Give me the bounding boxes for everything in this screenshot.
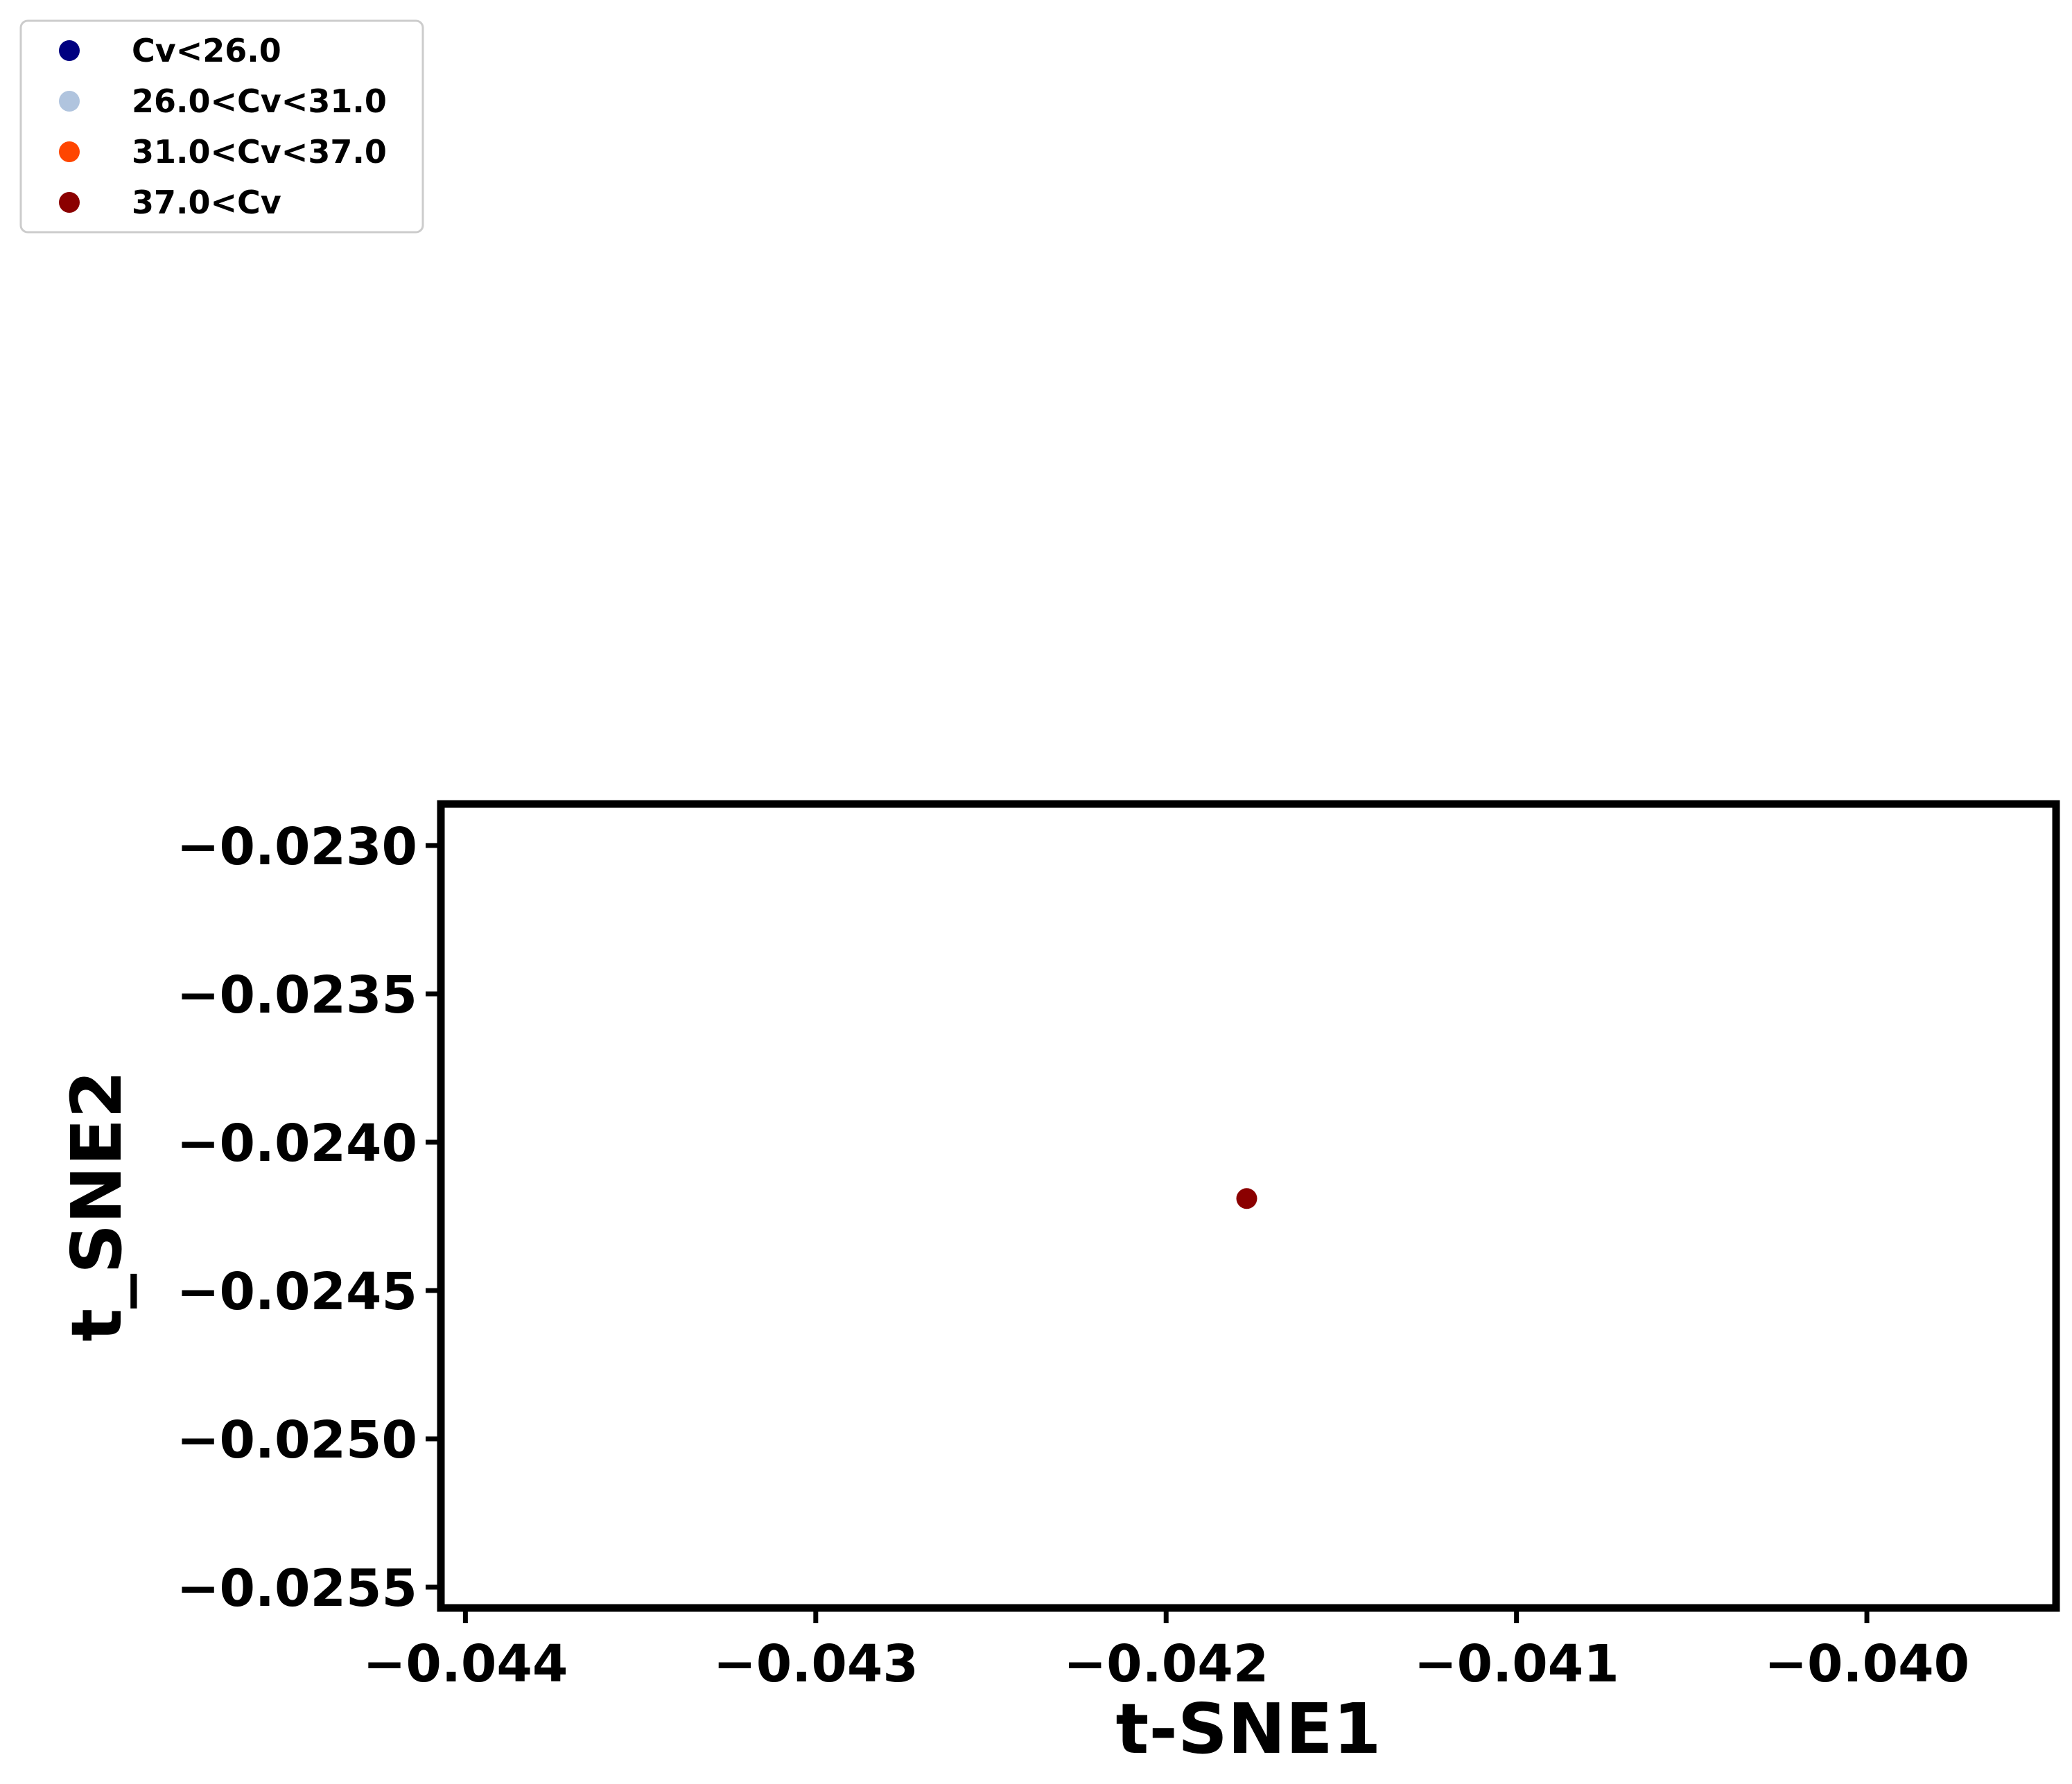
- y-axis: −0.0230 −0.0235 −0.0240 −0.0245 −0.0250 −0.02…: [176, 817, 441, 1618]
- legend-marker: [59, 141, 80, 162]
- legend-label: 37.0<Cv: [132, 184, 281, 221]
- legend-label: 26.0<Cv<31.0: [132, 82, 387, 120]
- x-axis: −0.044 −0.043 −0.042 −0.041 −0.040: [363, 1608, 1969, 1694]
- y-tick-label: −0.0250: [176, 1410, 417, 1470]
- data-point: [1236, 1188, 1257, 1209]
- y-tick-label: −0.0235: [176, 965, 417, 1025]
- x-tick-label: −0.043: [713, 1634, 919, 1694]
- plot-frame: [437, 800, 2060, 1612]
- x-tick-label: −0.041: [1414, 1634, 1619, 1694]
- y-tick-label: −0.0245: [176, 1262, 417, 1322]
- legend-marker: [59, 40, 80, 61]
- y-tick-label: −0.0240: [176, 1114, 417, 1173]
- legend: Cv<26.0 26.0<Cv<31.0 31.0<Cv<37.0 37.0<Cv: [19, 19, 424, 234]
- legend-label: 31.0<Cv<37.0: [132, 133, 387, 170]
- x-axis-label: t-SNE1: [1116, 1688, 1382, 1769]
- y-tick-label: −0.0255: [176, 1559, 417, 1618]
- y-axis-label: t_SNE2: [56, 1070, 137, 1341]
- x-tick-label: −0.040: [1764, 1634, 1969, 1694]
- legend-label: Cv<26.0: [132, 32, 281, 69]
- x-tick-label: −0.044: [363, 1634, 568, 1694]
- legend-frame: [19, 19, 424, 234]
- x-tick-label: −0.042: [1063, 1634, 1269, 1694]
- points-layer: [1236, 1188, 1257, 1209]
- legend-marker: [59, 91, 80, 112]
- legend-marker: [59, 192, 80, 213]
- y-tick-label: −0.0230: [176, 817, 417, 877]
